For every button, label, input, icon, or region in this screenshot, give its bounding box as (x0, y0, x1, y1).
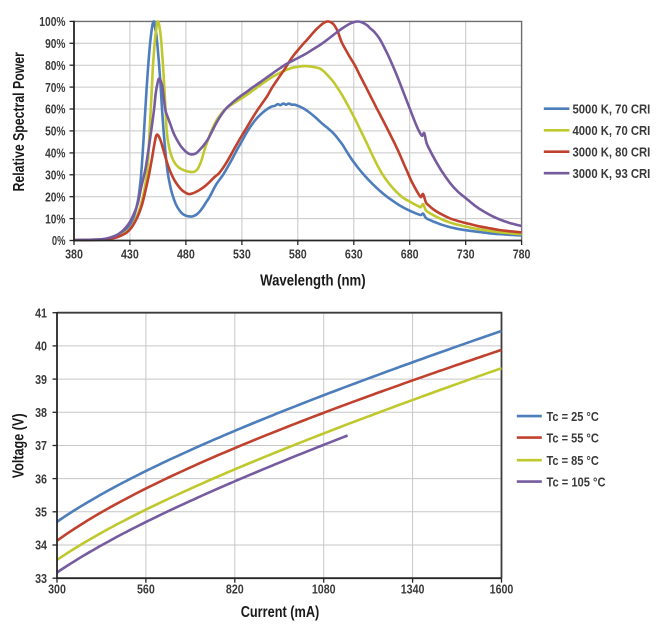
svg-text:1340: 1340 (401, 581, 425, 596)
svg-text:300: 300 (48, 581, 66, 596)
svg-text:3000 K, 93 CRI: 3000 K, 93 CRI (573, 166, 651, 181)
svg-text:30%: 30% (45, 168, 66, 183)
svg-text:100%: 100% (39, 14, 66, 29)
svg-text:38: 38 (35, 405, 47, 420)
svg-text:34: 34 (35, 538, 48, 553)
svg-text:Voltage (V): Voltage (V) (11, 414, 28, 479)
svg-text:70%: 70% (45, 80, 66, 95)
svg-text:41: 41 (35, 305, 47, 320)
svg-text:4000 K, 70 CRI: 4000 K, 70 CRI (573, 123, 651, 138)
svg-text:580: 580 (289, 247, 307, 262)
svg-text:20%: 20% (45, 189, 66, 204)
svg-text:380: 380 (65, 247, 83, 262)
svg-text:820: 820 (226, 581, 244, 596)
svg-text:5000 K, 70 CRI: 5000 K, 70 CRI (573, 101, 651, 116)
svg-text:Tc = 85 °C: Tc = 85 °C (547, 453, 600, 468)
svg-text:Tc = 25 °C: Tc = 25 °C (547, 409, 600, 424)
svg-text:680: 680 (401, 247, 419, 262)
svg-text:780: 780 (513, 247, 531, 262)
svg-text:Current (mA): Current (mA) (241, 604, 320, 621)
svg-text:3000 K, 80 CRI: 3000 K, 80 CRI (573, 144, 651, 159)
svg-text:80%: 80% (45, 58, 66, 73)
svg-text:40%: 40% (45, 146, 66, 161)
svg-text:36: 36 (35, 471, 47, 486)
svg-text:90%: 90% (45, 36, 66, 51)
svg-text:60%: 60% (45, 102, 66, 117)
svg-text:Wavelength (nm): Wavelength (nm) (260, 272, 366, 289)
svg-text:50%: 50% (45, 124, 66, 139)
svg-text:480: 480 (177, 247, 195, 262)
svg-text:560: 560 (137, 581, 155, 596)
svg-text:0%: 0% (52, 233, 66, 248)
svg-text:430: 430 (121, 247, 139, 262)
svg-text:40: 40 (35, 339, 47, 354)
svg-text:1600: 1600 (490, 581, 514, 596)
svg-text:630: 630 (345, 247, 363, 262)
svg-text:530: 530 (233, 247, 251, 262)
svg-text:35: 35 (35, 505, 47, 520)
svg-text:1080: 1080 (312, 581, 336, 596)
svg-text:10%: 10% (45, 211, 66, 226)
svg-text:37: 37 (35, 438, 47, 453)
svg-text:730: 730 (457, 247, 475, 262)
svg-text:39: 39 (35, 372, 47, 387)
svg-text:33: 33 (35, 571, 47, 586)
svg-text:Tc = 55 °C: Tc = 55 °C (547, 430, 600, 445)
svg-text:Relative Spectral Power: Relative Spectral Power (11, 52, 28, 191)
svg-text:Tc = 105 °C: Tc = 105 °C (547, 474, 607, 489)
